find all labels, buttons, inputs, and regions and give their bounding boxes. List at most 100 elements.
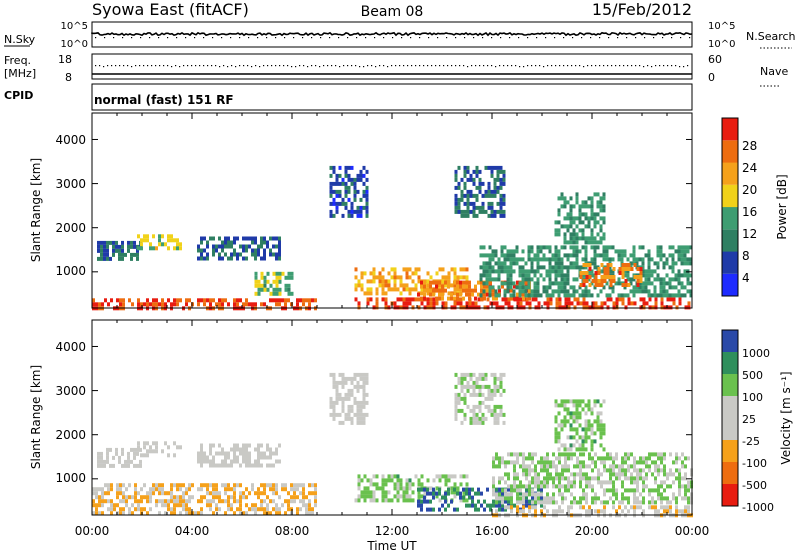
echo-cell — [498, 305, 502, 310]
echo-cell — [463, 165, 467, 170]
echo-cell — [188, 298, 191, 303]
echo-cell — [360, 478, 364, 483]
echo-cell — [557, 269, 561, 274]
echo-cell — [127, 459, 130, 464]
echo-cell — [215, 487, 218, 492]
echo-cell — [615, 476, 618, 481]
echo-cell — [335, 380, 339, 385]
echo-cell — [197, 298, 200, 303]
echo-cell — [236, 507, 239, 512]
echo-cell — [680, 257, 684, 262]
echo-cell — [263, 248, 266, 253]
echo-cell — [653, 293, 657, 298]
echo-cell — [527, 253, 531, 258]
echo-cell — [593, 403, 597, 408]
echo-cell — [474, 503, 477, 508]
echo-cell — [677, 277, 681, 282]
echo-cell — [596, 253, 600, 258]
echo-cell — [100, 455, 103, 460]
echo-cell — [107, 507, 110, 512]
echo-cell — [405, 490, 409, 495]
echo-cell — [564, 297, 568, 302]
echo-cell — [405, 486, 409, 491]
echo-cell — [257, 248, 260, 253]
echo-cell — [460, 384, 464, 389]
echo-cell — [408, 482, 412, 487]
echo-cell — [675, 500, 678, 505]
echo-cell — [585, 279, 589, 283]
echo-cell — [454, 416, 458, 421]
echo-cell — [92, 298, 95, 303]
echo-cell — [609, 464, 612, 469]
echo-cell — [248, 244, 251, 249]
echo-cell — [488, 277, 492, 282]
echo-cell — [504, 488, 507, 493]
echo-cell — [127, 240, 130, 245]
echo-cell — [645, 484, 648, 489]
echo-cell — [423, 288, 426, 293]
echo-cell — [269, 511, 272, 516]
echo-cell — [417, 503, 420, 508]
echo-cell — [519, 496, 522, 501]
echo-cell — [236, 256, 239, 261]
echo-cell — [263, 275, 267, 280]
echo-cell — [308, 302, 311, 307]
echo-cell — [212, 455, 215, 460]
echo-cell — [587, 236, 591, 241]
echo-cell — [332, 384, 336, 389]
echo-cell — [596, 192, 600, 197]
echo-cell — [341, 197, 345, 202]
echo-cell — [617, 293, 621, 298]
echo-cell — [170, 511, 173, 516]
echo-cell — [584, 245, 588, 250]
echo-cell — [335, 396, 339, 401]
echo-cell — [687, 500, 690, 505]
echo-cell — [677, 269, 681, 274]
echo-cell — [366, 297, 370, 302]
echo-cell — [393, 275, 397, 280]
echo-cell — [651, 460, 654, 465]
echo-cell — [293, 491, 296, 496]
echo-cell — [329, 201, 333, 206]
echo-cell — [332, 213, 336, 218]
echo-cell — [124, 463, 127, 468]
echo-cell — [555, 500, 558, 505]
echo-cell — [627, 488, 630, 493]
echo-cell — [573, 476, 576, 481]
echo-cell — [402, 498, 406, 503]
echo-cell — [260, 455, 263, 460]
echo-cell — [366, 279, 370, 284]
echo-cell — [354, 297, 358, 302]
echo-cell — [311, 491, 314, 496]
echo-cell — [662, 285, 666, 290]
echo-cell — [97, 240, 100, 245]
echo-cell — [502, 197, 506, 202]
echo-cell — [230, 252, 233, 257]
echo-cell — [125, 487, 128, 492]
nave-dot — [427, 65, 429, 67]
echo-cell — [603, 464, 606, 469]
echo-cell — [453, 283, 457, 288]
echo-cell — [463, 213, 467, 218]
echo-cell — [429, 491, 432, 496]
echo-cell — [254, 252, 257, 257]
echo-cell — [396, 490, 400, 495]
echo-cell — [164, 503, 167, 508]
echo-cell — [453, 287, 457, 292]
echo-cell — [678, 480, 681, 485]
echo-cell — [402, 305, 406, 310]
echo-cell — [302, 487, 305, 492]
echo-cell — [581, 265, 585, 270]
echo-cell — [381, 482, 385, 487]
echo-cell — [552, 452, 555, 457]
echo-cell — [275, 298, 278, 303]
echo-cell — [332, 197, 336, 202]
echo-cell — [488, 269, 492, 274]
echo-cell — [248, 463, 251, 468]
echo-cell — [466, 165, 470, 170]
echo-cell — [576, 301, 580, 306]
echo-cell — [651, 472, 654, 477]
echo-cell — [278, 495, 281, 500]
echo-cell — [122, 302, 125, 307]
echo-cell — [426, 487, 429, 492]
